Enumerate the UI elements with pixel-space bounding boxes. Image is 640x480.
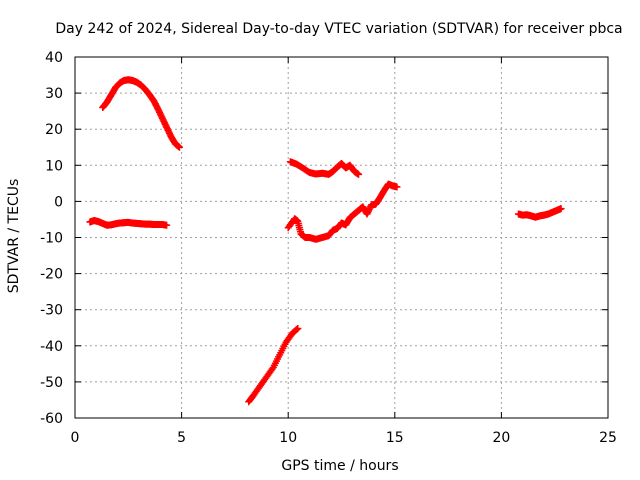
series-arc-3 bbox=[245, 324, 302, 406]
data-point-marker bbox=[175, 143, 183, 151]
series-arc-2 bbox=[86, 217, 171, 229]
data-point-marker bbox=[293, 325, 301, 333]
y-tick-label: 40 bbox=[45, 50, 63, 66]
data-point-marker bbox=[355, 170, 363, 178]
x-tick-label: 0 bbox=[71, 430, 80, 446]
data-points bbox=[86, 76, 565, 406]
y-tick-label: 30 bbox=[45, 86, 63, 102]
data-point-marker bbox=[393, 183, 401, 191]
x-tick-label: 10 bbox=[279, 430, 297, 446]
x-tick-label: 5 bbox=[177, 430, 186, 446]
y-axis-label: SDTVAR / TECUs bbox=[6, 179, 22, 294]
y-tick-label: -10 bbox=[40, 231, 63, 247]
axis-ticks: 0 5 10 15 20 25 -60 -50 -40 -30 -20 -10 0 10 20 30 40 bbox=[40, 50, 617, 446]
x-tick-label: 20 bbox=[492, 430, 510, 446]
series-arc-1 bbox=[99, 76, 183, 151]
data-point-marker bbox=[268, 365, 276, 373]
y-tick-label: -50 bbox=[40, 375, 63, 391]
x-tick-label: 25 bbox=[599, 430, 617, 446]
y-tick-label: -40 bbox=[40, 339, 63, 355]
data-point-marker bbox=[163, 221, 171, 229]
data-point-marker bbox=[557, 205, 565, 213]
y-tick-label: -60 bbox=[40, 411, 63, 427]
y-tick-label: 20 bbox=[45, 122, 63, 138]
x-tick-label: 15 bbox=[386, 430, 404, 446]
series-arc-4 bbox=[286, 158, 363, 178]
chart-title: Day 242 of 2024, Sidereal Day-to-day VTE… bbox=[55, 21, 622, 37]
series-arc-5 bbox=[284, 180, 401, 243]
data-point-marker bbox=[294, 324, 302, 332]
series-arc-6 bbox=[514, 205, 565, 221]
y-tick-label: -20 bbox=[40, 267, 63, 283]
y-tick-label: 0 bbox=[54, 194, 63, 210]
x-axis-label: GPS time / hours bbox=[281, 458, 398, 474]
y-tick-label: 10 bbox=[45, 158, 63, 174]
y-tick-label: -30 bbox=[40, 303, 63, 319]
grid bbox=[75, 57, 608, 418]
plot-frame bbox=[74, 56, 609, 419]
